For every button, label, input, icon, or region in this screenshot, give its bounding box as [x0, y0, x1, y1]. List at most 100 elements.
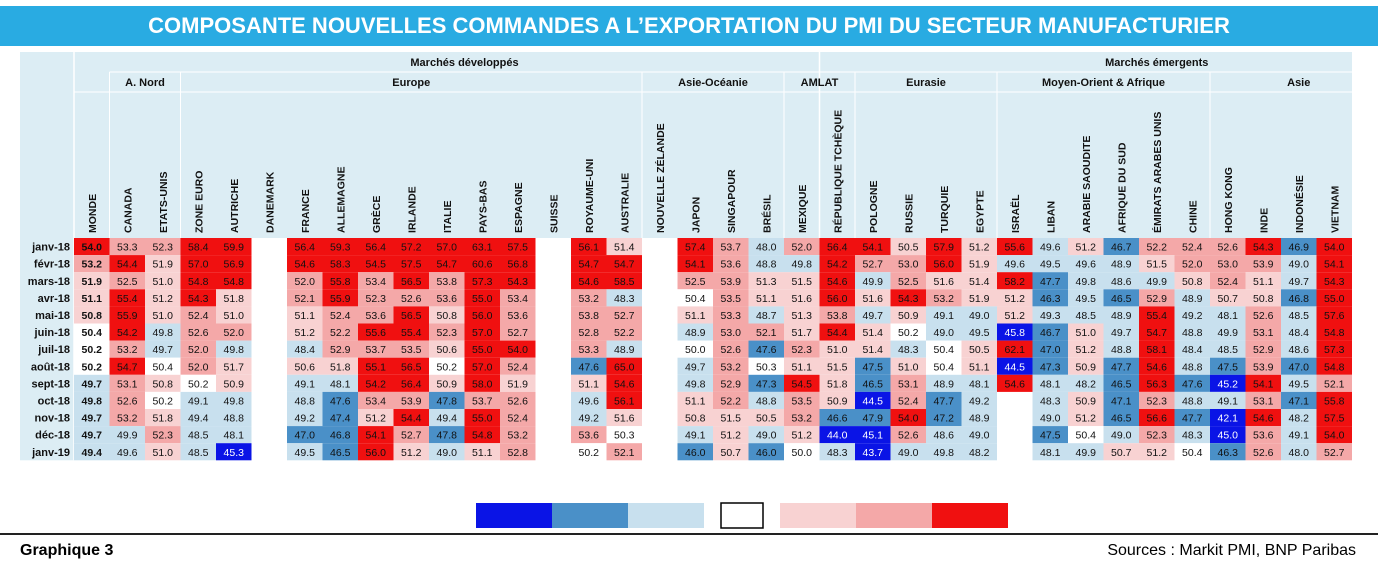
- heatmap-cell: [109, 323, 145, 341]
- column-header: CANADA: [122, 187, 134, 233]
- cell-value: 48.5: [188, 447, 209, 459]
- column-header: SUISSE: [548, 194, 560, 233]
- cell-value: 51.2: [295, 327, 316, 339]
- cell-value: 51.6: [934, 276, 955, 288]
- cell-value: 51.9: [153, 259, 174, 271]
- cell-value: 59.9: [224, 242, 245, 254]
- heatmap-cell: [216, 357, 252, 375]
- heatmap-cell: [1103, 357, 1139, 375]
- heatmap-cell: [713, 443, 749, 461]
- heatmap-cell: [145, 272, 181, 290]
- column-header: RÉPUBLIQUE TCHÈQUE: [831, 110, 844, 233]
- cell-value: 50.0: [685, 344, 706, 356]
- heatmap-cell: [961, 426, 997, 444]
- cell-value: 52.5: [898, 276, 919, 288]
- cell-value: 50.0: [792, 447, 813, 459]
- heatmap-cell: [713, 340, 749, 358]
- cell-value: 53.6: [1253, 430, 1274, 442]
- column-header: EGYPTE: [974, 190, 986, 233]
- heatmap-cell: [1068, 306, 1104, 324]
- cell-value: 53.2: [82, 259, 103, 271]
- heatmap-cell: [855, 340, 891, 358]
- cell-value: 52.9: [330, 344, 351, 356]
- heatmap-cell: [926, 357, 962, 375]
- cell-value: 52.3: [1147, 430, 1168, 442]
- heatmap-cell: [890, 289, 926, 307]
- cell-value: 49.1: [685, 430, 706, 442]
- heatmap-cell: [74, 409, 110, 427]
- cell-value: 54.2: [117, 327, 138, 339]
- heatmap-cell: [322, 289, 358, 307]
- cell-value: 50.2: [188, 378, 209, 390]
- heatmap-cell: [145, 289, 181, 307]
- heatmap-cell: [1068, 272, 1104, 290]
- cell-value: 51.2: [1076, 344, 1097, 356]
- cell-value: 42.1: [1218, 413, 1239, 425]
- heatmap-cell: [961, 443, 997, 461]
- cell-value: 57.9: [934, 242, 955, 254]
- cell-value: 51.8: [153, 413, 174, 425]
- heatmap-cell: [322, 323, 358, 341]
- cell-value: 46.0: [685, 447, 706, 459]
- row-month-label: nov-18: [35, 413, 70, 425]
- heatmap-cell: [464, 340, 500, 358]
- cell-value: 51.1: [1253, 276, 1274, 288]
- heatmap-cell: [145, 357, 181, 375]
- heatmap-cell: [748, 374, 784, 392]
- cell-value: 51.5: [1147, 259, 1168, 271]
- heatmap-cell: [74, 289, 110, 307]
- cell-value: 48.0: [756, 242, 777, 254]
- heatmap-cell: [926, 289, 962, 307]
- heatmap-cell: [464, 443, 500, 461]
- cell-value: 53.0: [1218, 259, 1239, 271]
- heatmap-cell: [145, 340, 181, 358]
- heatmap-cell: [961, 306, 997, 324]
- heatmap-cell: [926, 255, 962, 273]
- heatmap-cell: [1174, 409, 1210, 427]
- heatmap-cell: [216, 272, 252, 290]
- heatmap-cell: [855, 391, 891, 409]
- cell-value: 51.1: [82, 293, 103, 305]
- column-header: ARABIE SAOUDITE: [1081, 136, 1093, 233]
- heatmap-cell: [926, 391, 962, 409]
- cell-value: 50.5: [898, 242, 919, 254]
- chart-title-banner: COMPOSANTE NOUVELLES COMMANDES A L’EXPOR…: [0, 6, 1378, 46]
- heatmap-cell: [358, 272, 394, 290]
- heatmap-cell: [358, 340, 394, 358]
- cell-value: 50.5: [756, 413, 777, 425]
- cell-value: 48.9: [1111, 310, 1132, 322]
- cell-value: 50.2: [898, 327, 919, 339]
- heatmap-cell: [571, 272, 607, 290]
- legend-swatch: [628, 503, 704, 528]
- heatmap-cell: [961, 255, 997, 273]
- cell-value: 48.5: [1289, 310, 1310, 322]
- cell-value: 49.7: [153, 344, 174, 356]
- heatmap-cell: [287, 374, 323, 392]
- cell-value: 45.1: [863, 430, 884, 442]
- heatmap-cell: [784, 357, 820, 375]
- cell-value: 52.6: [721, 344, 742, 356]
- cell-value: 51.4: [969, 276, 990, 288]
- heatmap-cell: [1281, 272, 1317, 290]
- cell-value: 51.9: [969, 259, 990, 271]
- cell-value: 48.7: [756, 310, 777, 322]
- heatmap-cell: [1174, 391, 1210, 409]
- heatmap-cell: [145, 443, 181, 461]
- heatmap-cell: [1316, 426, 1352, 444]
- cell-value: 56.8: [508, 259, 529, 271]
- row-month-label: févr-18: [34, 259, 70, 271]
- cell-value: 49.0: [437, 447, 458, 459]
- heatmap-cell: [500, 238, 536, 256]
- heatmap-cell: [287, 357, 323, 375]
- heatmap-cell: [180, 340, 216, 358]
- heatmap-cell: [1245, 272, 1281, 290]
- cell-value: 48.2: [1076, 378, 1097, 390]
- cell-value: 53.2: [508, 430, 529, 442]
- cell-value: 52.6: [401, 293, 422, 305]
- cell-value: 47.5: [1218, 361, 1239, 373]
- cell-value: 50.3: [614, 430, 635, 442]
- heatmap-cell: [358, 391, 394, 409]
- cell-value: 51.4: [863, 327, 884, 339]
- row-month-label: août-18: [31, 361, 70, 373]
- heatmap-cell: [74, 374, 110, 392]
